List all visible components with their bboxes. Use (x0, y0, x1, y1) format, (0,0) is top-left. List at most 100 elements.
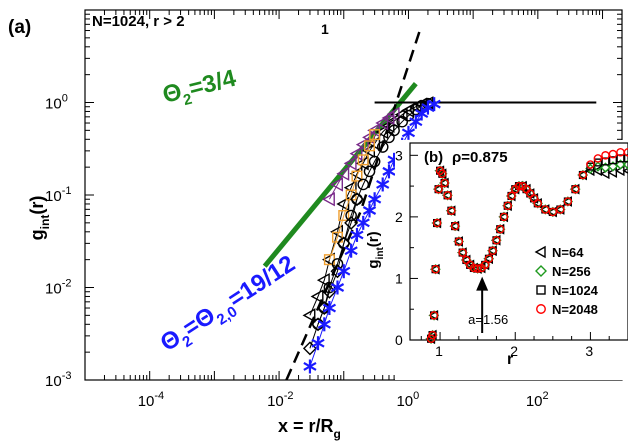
inset-data-point (438, 169, 447, 179)
series-star (303, 97, 441, 374)
data-point (375, 115, 389, 131)
panel-label-b: (b) (424, 149, 443, 166)
data-point (311, 336, 325, 351)
data-point (368, 192, 382, 207)
data-point (349, 146, 363, 161)
inset-data-point (432, 218, 442, 228)
data-point (344, 215, 359, 230)
inset-data-point (431, 264, 440, 274)
data-point (369, 129, 381, 141)
inset-data-point (480, 260, 490, 270)
inset-y-tick-label: 1 (395, 270, 403, 286)
legend-entry: N=64 (534, 245, 584, 260)
data-point (331, 258, 344, 270)
inset-data-series (425, 147, 628, 345)
inset-data-point (563, 197, 573, 206)
inset-data-point (492, 235, 501, 245)
inset-data-point (488, 246, 497, 256)
inset-title: ρ=0.875 (452, 149, 508, 166)
inset-data-point (503, 201, 512, 211)
data-point (338, 210, 350, 222)
inset-y-axis-ticks: 0 1 2 3 (395, 147, 418, 348)
data-point (362, 203, 377, 218)
data-point (350, 227, 364, 242)
inset-data-point (556, 205, 565, 214)
data-point (303, 359, 317, 374)
data-point (330, 177, 343, 192)
data-point (401, 125, 416, 140)
data-point (337, 237, 350, 250)
legend-label: N=64 (552, 245, 584, 260)
inset-data-point (586, 160, 595, 169)
main-data-series (302, 96, 441, 374)
data-point (357, 178, 370, 191)
legend-marker (534, 245, 546, 259)
data-point (351, 193, 363, 206)
data-point (401, 103, 414, 118)
minimum-arrow (476, 276, 489, 333)
y-tick-label: 10-2 (45, 278, 71, 298)
data-point (356, 215, 370, 230)
inset-data-point (601, 157, 610, 166)
series-line (328, 113, 395, 200)
inset-data-point (507, 191, 516, 201)
legend-entry: N=1024 (536, 283, 599, 298)
legend-marker (536, 304, 546, 314)
data-point (364, 140, 376, 152)
inset-legend: N=64 N=256 N=1024 N=2048 (534, 245, 599, 317)
inset-data-point (608, 156, 618, 165)
inset-data-point (616, 154, 625, 163)
data-point (345, 209, 357, 222)
legend-entry: N=2048 (536, 302, 598, 317)
main-title: N=1024, r > 2 (92, 13, 185, 30)
inset-data-point (473, 264, 482, 273)
data-point (321, 192, 335, 207)
data-point (351, 170, 363, 182)
x-tick-label: 10-4 (138, 390, 164, 410)
inset-data-point (592, 165, 602, 177)
inset-data-point (429, 311, 439, 320)
inset-data-point (533, 199, 543, 208)
data-point (331, 231, 343, 243)
inset-data-point (541, 205, 550, 214)
inset-data-point (495, 224, 505, 234)
x-tick-label: 102 (526, 390, 549, 410)
main-x-axis-label: x = r/Rg (278, 416, 341, 441)
inset-data-point (514, 181, 524, 191)
inset-data-point (571, 184, 580, 194)
inset-data-point (443, 191, 452, 200)
data-point (363, 165, 376, 178)
data-point (310, 289, 324, 304)
inset-data-point (608, 149, 618, 159)
data-point (337, 264, 351, 279)
arrow-head (476, 276, 489, 291)
data-point (396, 115, 408, 128)
data-point (376, 177, 390, 192)
data-point (316, 272, 330, 288)
minimum-arrow-label: a=1.56 (468, 312, 508, 327)
main-extra-label: 1 (321, 21, 329, 37)
inset-x-tick-label: 2 (510, 343, 518, 359)
inset-data-point (622, 159, 628, 170)
inset-x-axis-ticks: 1 2 3 (420, 332, 628, 359)
data-point (415, 106, 429, 121)
data-point (323, 281, 336, 294)
data-point (355, 137, 369, 152)
data-point (368, 155, 381, 168)
inset-data-point (548, 207, 558, 217)
legend-label: N=2048 (552, 302, 598, 317)
data-point (330, 280, 345, 295)
data-point (357, 154, 369, 166)
inset-data-point (440, 178, 449, 188)
data-point (382, 164, 396, 179)
inset-x-tick-label: 3 (585, 343, 593, 359)
inset-y-axis-label: gint(r) (365, 231, 386, 268)
data-point (317, 317, 331, 332)
data-point (394, 107, 408, 122)
y-tick-label: 10-3 (45, 370, 71, 390)
inset-series-circle (426, 147, 628, 344)
guide-dashed-line (285, 30, 421, 381)
y-tick-label: 10-1 (45, 185, 71, 205)
series-square (323, 129, 381, 266)
